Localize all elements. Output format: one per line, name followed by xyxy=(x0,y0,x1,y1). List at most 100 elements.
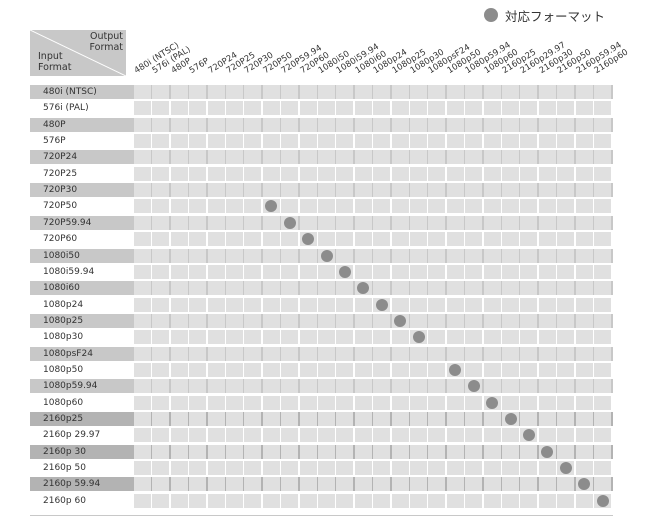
matrix-cell xyxy=(244,330,262,345)
matrix-cell xyxy=(391,362,409,377)
matrix-cell xyxy=(262,85,280,99)
matrix-cell xyxy=(244,428,262,443)
matrix-cell xyxy=(244,117,262,132)
matrix-cell xyxy=(262,346,280,361)
matrix-cell xyxy=(189,362,207,377)
matrix-cell xyxy=(465,444,483,459)
matrix-cell xyxy=(428,166,446,181)
matrix-cell xyxy=(226,362,243,377)
matrix-cell xyxy=(557,199,575,214)
matrix-cell xyxy=(483,379,501,394)
matrix-cell xyxy=(594,395,611,410)
matrix-cell xyxy=(207,166,225,181)
matrix-cell xyxy=(244,297,262,312)
matrix-cell xyxy=(391,461,409,476)
matrix-cell xyxy=(134,264,151,279)
matrix-cell xyxy=(391,346,409,361)
matrix-cell xyxy=(318,412,335,426)
matrix-cell xyxy=(226,264,243,279)
matrix-cell xyxy=(575,444,593,459)
matrix-cell xyxy=(354,134,372,149)
matrix-cell xyxy=(262,248,280,263)
matrix-cell xyxy=(336,183,354,198)
matrix-cell xyxy=(354,264,372,279)
matrix-cell xyxy=(538,346,556,361)
matrix-cell xyxy=(207,101,225,116)
matrix-cell xyxy=(336,150,354,165)
matrix-cell xyxy=(134,461,151,476)
matrix-cell xyxy=(520,313,538,328)
matrix-cell xyxy=(520,215,538,230)
matrix-cell xyxy=(594,362,611,377)
row-header: 1080p59.94 xyxy=(43,381,98,392)
matrix-cell xyxy=(557,428,575,443)
matrix-cell xyxy=(465,101,483,116)
matrix-cell xyxy=(170,85,188,99)
matrix-cell xyxy=(244,264,262,279)
matrix-cell xyxy=(299,493,317,508)
matrix-cell xyxy=(318,461,335,476)
matrix-cell xyxy=(410,412,427,426)
matrix-cell xyxy=(336,101,354,116)
matrix-cell xyxy=(465,264,483,279)
matrix-cell xyxy=(557,297,575,312)
matrix-cell xyxy=(373,444,391,459)
matrix-cell xyxy=(152,215,170,230)
matrix-cell xyxy=(152,493,170,508)
matrix-cell xyxy=(152,313,170,328)
matrix-cell xyxy=(207,461,225,476)
matrix-cell xyxy=(575,264,593,279)
matrix-cell xyxy=(575,215,593,230)
legend: 対応フォーマット xyxy=(484,6,605,24)
matrix-cell xyxy=(446,150,464,165)
row-header: 2160p 50 xyxy=(43,463,86,474)
matrix-cell xyxy=(299,117,317,132)
matrix-cell xyxy=(226,330,243,345)
matrix-cell xyxy=(465,166,483,181)
matrix-cell xyxy=(483,150,501,165)
matrix-cell xyxy=(428,330,446,345)
matrix-cell xyxy=(575,232,593,247)
matrix-cell xyxy=(299,477,317,492)
matrix-cell xyxy=(575,379,593,394)
matrix-cell xyxy=(373,330,391,345)
table-corner-header: Output Format Input Format xyxy=(30,30,126,76)
matrix-cell xyxy=(538,395,556,410)
matrix-cell xyxy=(262,412,280,426)
matrix-cell xyxy=(502,362,519,377)
matrix-cell xyxy=(226,248,243,263)
matrix-cell xyxy=(281,346,299,361)
matrix-cell xyxy=(520,150,538,165)
matrix-cell xyxy=(281,362,299,377)
matrix-cell xyxy=(520,134,538,149)
supported-dot-icon xyxy=(596,494,609,507)
matrix-cell xyxy=(262,444,280,459)
matrix-cell xyxy=(428,493,446,508)
matrix-cell xyxy=(299,330,317,345)
matrix-cell xyxy=(207,183,225,198)
matrix-cell xyxy=(465,117,483,132)
matrix-cell xyxy=(281,395,299,410)
matrix-cell xyxy=(336,134,354,149)
matrix-cell xyxy=(152,199,170,214)
matrix-cell xyxy=(262,281,280,296)
matrix-cell xyxy=(502,264,519,279)
matrix-cell xyxy=(373,313,391,328)
matrix-cell xyxy=(391,412,409,426)
matrix-cell xyxy=(152,461,170,476)
matrix-cell xyxy=(318,428,335,443)
matrix-cell xyxy=(226,444,243,459)
matrix-cell xyxy=(483,183,501,198)
matrix-cell xyxy=(299,101,317,116)
matrix-cell xyxy=(520,117,538,132)
matrix-cell xyxy=(538,215,556,230)
matrix-cell xyxy=(538,248,556,263)
matrix-cell xyxy=(134,85,151,99)
matrix-cell xyxy=(428,362,446,377)
matrix-cell xyxy=(446,395,464,410)
matrix-cell xyxy=(281,248,299,263)
matrix-cell xyxy=(502,477,519,492)
matrix-cell xyxy=(465,493,483,508)
matrix-cell xyxy=(336,428,354,443)
matrix-cell xyxy=(520,281,538,296)
